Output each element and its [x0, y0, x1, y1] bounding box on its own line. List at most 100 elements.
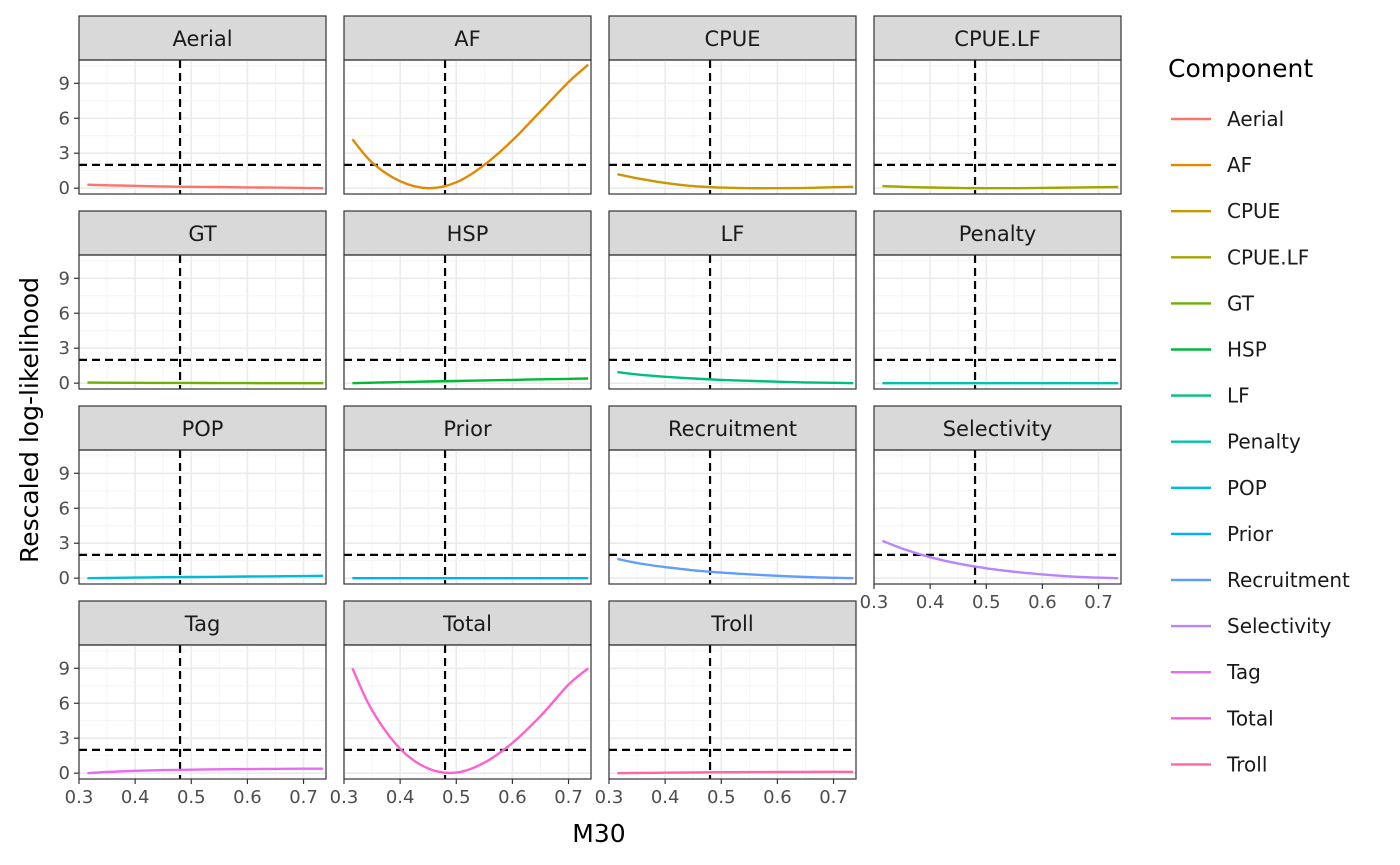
facet-strip-label: POP [182, 417, 224, 441]
x-axis-title: M30 [572, 819, 625, 848]
series-line-recruitment [617, 557, 854, 580]
facet-strip [343, 15, 592, 61]
legend-item-aerial: Aerial [1171, 107, 1284, 131]
x-tick-label: 0.3 [860, 592, 889, 613]
x-tick-label: 0.4 [916, 592, 945, 613]
x-tick-label: 0.5 [707, 787, 736, 808]
x-tick-label: 0.7 [1084, 592, 1113, 613]
panel-border [78, 644, 327, 780]
gridlines [343, 450, 591, 584]
y-tick-label: 9 [59, 658, 70, 679]
y-tick-label: 3 [59, 338, 70, 359]
facet-aerial: Aerial 0 3 6 9 [59, 15, 327, 199]
facet-af: AF [343, 15, 592, 195]
facet-strip-label: Prior [443, 417, 492, 441]
facet-strip-label: Total [442, 612, 492, 636]
facet-strip-label: Recruitment [668, 417, 797, 441]
x-tick-label: 0.5 [972, 592, 1001, 613]
facet-strip [343, 600, 592, 646]
series-line-cpue [617, 173, 854, 190]
y-tick-label: 6 [59, 693, 70, 714]
facet-prior: Prior [343, 405, 592, 585]
series-line-lf [617, 370, 854, 385]
panel-border [873, 59, 1122, 195]
facet-gt: GT 0 3 6 9 [59, 210, 327, 394]
series-line-af [351, 63, 589, 190]
facet-strip-label: Selectivity [943, 417, 1053, 441]
x-tick-label: 0.5 [442, 787, 471, 808]
legend-label: Selectivity [1227, 614, 1331, 638]
legend-label: LF [1227, 384, 1250, 408]
legend-label: Total [1226, 706, 1274, 730]
legend-label: CPUE [1227, 199, 1280, 223]
legend-title: Component [1168, 54, 1313, 83]
legend-label: GT [1227, 291, 1255, 315]
y-tick-label: 6 [59, 303, 70, 324]
gridlines [608, 60, 856, 194]
legend-item-tag: Tag [1171, 660, 1261, 684]
y-tick-label: 9 [59, 73, 70, 94]
gridlines [78, 255, 326, 389]
facet-strip-label: Penalty [959, 222, 1037, 246]
legend-item-pop: POP [1171, 476, 1267, 500]
panel-border [873, 449, 1122, 585]
x-tick-label: 0.7 [289, 787, 318, 808]
legend-label: POP [1227, 476, 1267, 500]
facet-strip [873, 15, 1122, 61]
series-line-pop [87, 574, 324, 580]
facet-strip-label: CPUE [705, 27, 761, 51]
facet-strip [343, 405, 592, 451]
gridlines [608, 645, 856, 779]
x-tick-label: 0.5 [177, 787, 206, 808]
series-line-hsp [352, 377, 589, 385]
facet-pop: POP 0 3 6 9 [59, 405, 327, 589]
panel-border [78, 254, 327, 390]
facet-strip [608, 405, 857, 451]
legend: Component Aerial AF CPUE CPUE.LF GT HSP LF Pena… [1168, 54, 1350, 776]
y-tick-label: 0 [59, 373, 70, 394]
facet-strip-label: CPUE.LF [954, 27, 1040, 51]
facet-hsp: HSP [343, 210, 592, 390]
series-line-selectivity [881, 539, 1119, 580]
y-tick-label: 9 [59, 268, 70, 289]
x-tick-label: 0.4 [651, 787, 680, 808]
legend-item-hsp: HSP [1171, 338, 1267, 362]
series-line-gt [87, 381, 324, 385]
x-tick-label: 0.7 [819, 787, 848, 808]
facet-strip-label: AF [454, 27, 480, 51]
legend-label: CPUE.LF [1227, 245, 1309, 269]
facet-troll: Troll 0.3 0.4 0.5 0.6 0.7 [595, 600, 857, 808]
legend-label: Aerial [1227, 107, 1284, 131]
gridlines [873, 255, 1121, 389]
legend-label: HSP [1227, 338, 1267, 362]
legend-item-recruitment: Recruitment [1171, 568, 1350, 592]
legend-label: Penalty [1227, 430, 1301, 454]
y-tick-label: 6 [59, 108, 70, 129]
x-tick-label: 0.3 [65, 787, 94, 808]
gridlines [78, 450, 326, 584]
facet-penalty: Penalty [873, 210, 1122, 390]
facet-cpue: CPUE [608, 15, 857, 195]
y-tick-label: 6 [59, 498, 70, 519]
facet-panels: Aerial 0 3 6 9 AF CPUE CPUE.LF GT 0 3 6 9 HSP LF Penalt… [59, 15, 1122, 808]
gridlines [873, 450, 1121, 584]
panel-border [873, 254, 1122, 390]
facet-strip [608, 15, 857, 61]
facet-strip [78, 210, 327, 256]
facet-strip-label: HSP [447, 222, 489, 246]
legend-item-penalty: Penalty [1171, 430, 1301, 454]
y-tick-label: 0 [59, 178, 70, 199]
gridlines [78, 60, 326, 194]
facet-lf: LF [608, 210, 857, 390]
legend-item-prior: Prior [1171, 522, 1274, 546]
legend-label: AF [1227, 153, 1252, 177]
legend-label: Troll [1226, 752, 1267, 776]
facet-strip-label: GT [188, 222, 217, 246]
y-axis-title: Rescaled log-likelihood [15, 277, 44, 563]
y-tick-label: 9 [59, 463, 70, 484]
facet-strip-label: Troll [710, 612, 753, 636]
series-line-aerial [87, 183, 324, 190]
gridlines [873, 60, 1121, 194]
y-tick-label: 3 [59, 533, 70, 554]
